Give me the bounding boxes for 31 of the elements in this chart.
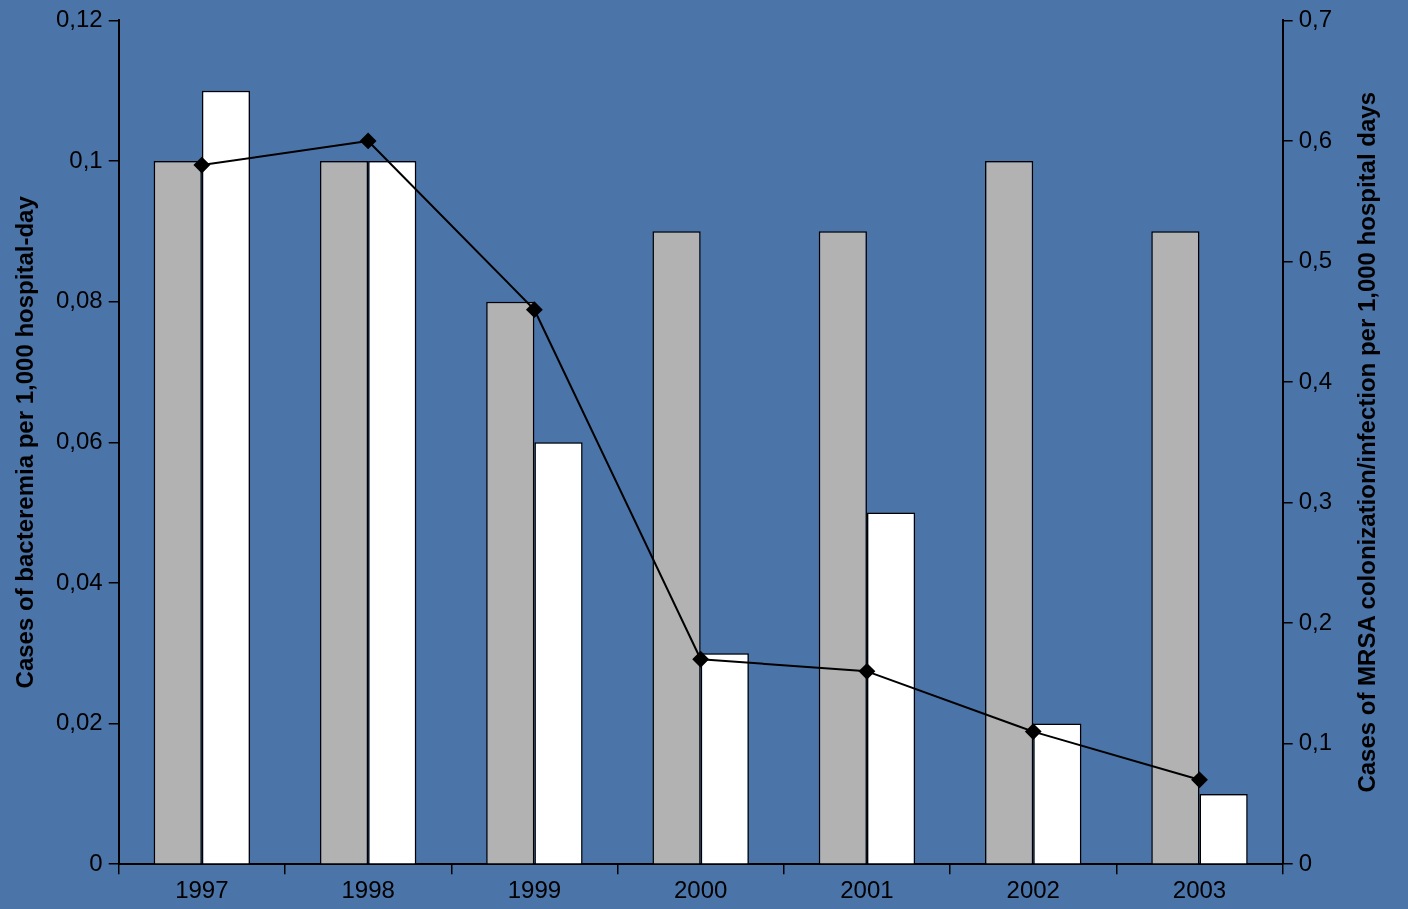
x-tick-label: 2002 bbox=[1006, 876, 1060, 904]
y2-axis-title: Cases of MRSA colonization/infection per 1,000 hospital days bbox=[1352, 92, 1380, 793]
x-tick-label: 1998 bbox=[341, 876, 395, 904]
x-tick-label: 2003 bbox=[1172, 876, 1227, 904]
x-tick-label: 2000 bbox=[673, 876, 728, 904]
point bbox=[858, 663, 875, 680]
y-tick-label: 0,12 bbox=[55, 5, 103, 33]
y2-tick-label: 0,6 bbox=[1298, 125, 1333, 153]
x-tick-label: 2001 bbox=[840, 876, 894, 904]
y-tick-label: 0 bbox=[89, 848, 103, 876]
y-tick-label: 0,1 bbox=[69, 145, 103, 173]
x-tick-label: 1999 bbox=[507, 876, 562, 904]
point bbox=[1191, 771, 1208, 788]
y2-tick-label: 0,1 bbox=[1298, 728, 1333, 756]
point bbox=[193, 157, 210, 174]
y-tick-label: 0,08 bbox=[55, 286, 103, 314]
y-tick-label: 0,06 bbox=[55, 426, 103, 454]
x-tick-label: 1997 bbox=[175, 876, 229, 904]
y2-tick-label: 0,4 bbox=[1298, 366, 1333, 394]
point bbox=[526, 301, 543, 318]
y2-tick-label: 0,2 bbox=[1298, 607, 1333, 635]
y2-tick-label: 0,3 bbox=[1298, 487, 1333, 515]
point bbox=[692, 651, 709, 668]
y-tick-label: 0,04 bbox=[55, 567, 103, 595]
point bbox=[360, 132, 377, 149]
y-tick-label: 0,02 bbox=[55, 708, 103, 736]
y2-tick-label: 0,5 bbox=[1298, 246, 1333, 274]
point bbox=[1025, 723, 1042, 740]
y-axis-title: Cases of bacteremia per 1,000 hospital-day bbox=[10, 195, 38, 689]
y2-tick-label: 0 bbox=[1298, 848, 1312, 876]
y2-tick-label: 0,7 bbox=[1298, 5, 1333, 33]
